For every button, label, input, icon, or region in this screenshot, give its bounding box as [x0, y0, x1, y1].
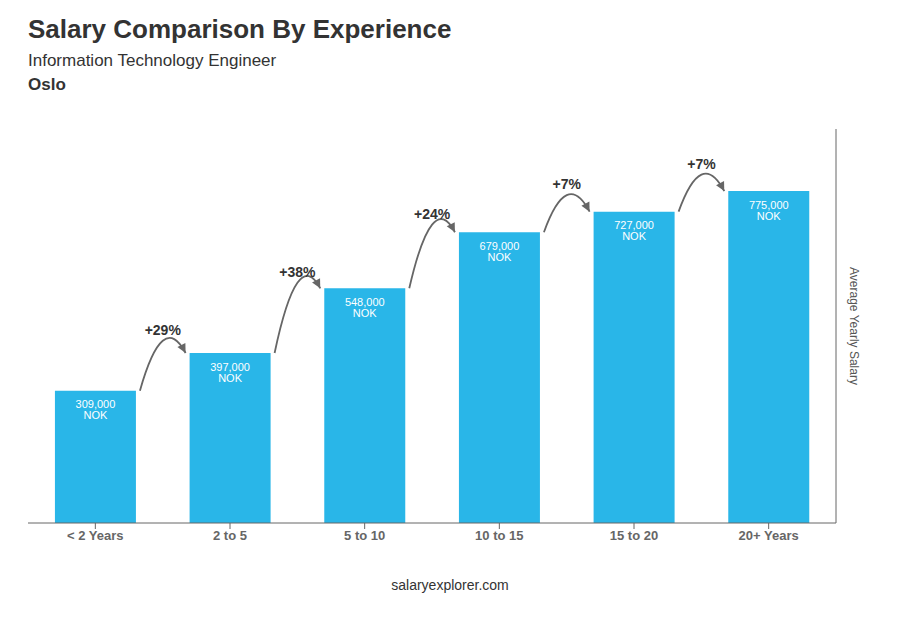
svg-text:397,000NOK: 397,000NOK [210, 361, 250, 384]
html-text:Oslo: Oslo [28, 75, 66, 94]
svg-text:548,000NOK: 548,000NOK [345, 296, 385, 319]
svg-text:Average Yearly Salary: Average Yearly Salary [847, 267, 861, 385]
svg-text:15 to 20: 15 to 20 [610, 528, 658, 543]
svg-text:< 2 Years: < 2 Years [67, 528, 124, 543]
svg-text:727,000NOK: 727,000NOK [614, 219, 654, 242]
svg-text:679,000NOK: 679,000NOK [480, 240, 520, 263]
svg-text:5 to 10: 5 to 10 [344, 528, 385, 543]
html-text:salaryexplorer.com: salaryexplorer.com [391, 577, 509, 593]
svg-text:+29%: +29% [145, 322, 182, 338]
html-text:Information Technology Enginee: Information Technology Engineer [28, 51, 277, 70]
svg-text:309,000NOK: 309,000NOK [76, 398, 116, 421]
svg-text:+7%: +7% [553, 176, 582, 192]
svg-text:+24%: +24% [414, 206, 451, 222]
svg-text:775,000NOK: 775,000NOK [749, 199, 789, 222]
svg-text:+38%: +38% [279, 264, 316, 280]
svg-text:20+ Years: 20+ Years [739, 528, 799, 543]
svg-text:2 to 5: 2 to 5 [213, 528, 247, 543]
svg-text:+7%: +7% [687, 156, 716, 172]
html-text:Salary Comparison By Experienc: Salary Comparison By Experience [28, 14, 452, 44]
svg-text:10 to 15: 10 to 15 [475, 528, 523, 543]
